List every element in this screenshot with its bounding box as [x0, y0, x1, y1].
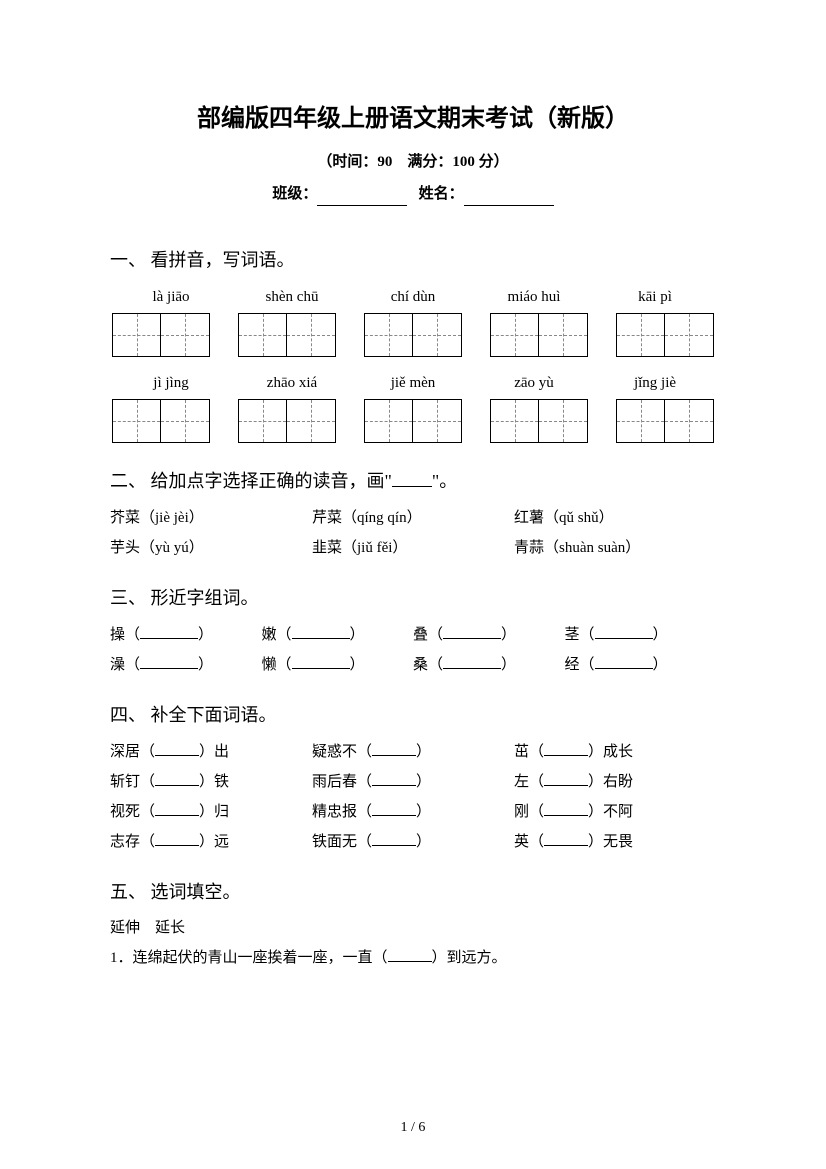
- page-number: 1 / 6: [0, 1117, 826, 1139]
- q4-item: 斩钉（）铁: [110, 770, 312, 794]
- student-info-line: 班级： 姓名：: [110, 182, 716, 206]
- pinyin-label: chí dùn: [364, 285, 462, 309]
- fill-blank[interactable]: [372, 742, 416, 756]
- q4-item: 刚（）不阿: [514, 800, 716, 824]
- fill-blank[interactable]: [443, 655, 501, 669]
- q3-item: 叠（）: [413, 623, 565, 647]
- q2-item: 芥菜（jiè jèi）: [110, 506, 312, 530]
- answer-box[interactable]: [490, 313, 588, 357]
- q4-item: 英（）无畏: [514, 830, 716, 854]
- fill-blank[interactable]: [372, 832, 416, 846]
- q2-item: 芋头（yù yú）: [110, 536, 312, 560]
- pinyin-label: jǐng jiè: [606, 371, 704, 395]
- q5-sentence: 1．连绵起伏的青山一座挨着一座，一直（）到远方。: [110, 946, 716, 970]
- q4-row: 志存（）远铁面无（）英（）无畏: [110, 830, 716, 854]
- q1-box-row-2: [110, 399, 716, 443]
- q4-item: 铁面无（）: [312, 830, 514, 854]
- answer-box[interactable]: [112, 399, 210, 443]
- q4-item: 疑惑不（）: [312, 740, 514, 764]
- q4-row: 深居（）出疑惑不（）茁（）成长: [110, 740, 716, 764]
- q4-row: 斩钉（）铁雨后春（）左（）右盼: [110, 770, 716, 794]
- pinyin-label: là jiāo: [122, 285, 220, 309]
- q2-row: 芥菜（jiè jèi） 芹菜（qíng qín） 红薯（qǔ shǔ）: [110, 506, 716, 530]
- fill-blank[interactable]: [292, 625, 350, 639]
- q2-heading-suffix: "。: [432, 471, 457, 491]
- fill-blank[interactable]: [544, 742, 588, 756]
- page-subtitle: （时间：90 满分：100 分）: [110, 150, 716, 174]
- q3-row: 操（） 嫩（） 叠（） 茎（）: [110, 623, 716, 647]
- q3-item: 操（）: [110, 623, 262, 647]
- q4-item: 深居（）出: [110, 740, 312, 764]
- q2-item: 韭菜（jiǔ fěi）: [312, 536, 514, 560]
- q1-heading: 一、 看拼音，写词语。: [110, 246, 716, 275]
- q2-heading-prefix: 二、 给加点字选择正确的读音，画": [110, 471, 392, 491]
- answer-box[interactable]: [364, 313, 462, 357]
- fill-blank[interactable]: [595, 655, 653, 669]
- fill-blank[interactable]: [155, 802, 199, 816]
- q4-item: 志存（）远: [110, 830, 312, 854]
- q4-item: 茁（）成长: [514, 740, 716, 764]
- fill-blank[interactable]: [155, 742, 199, 756]
- q2-row: 芋头（yù yú） 韭菜（jiǔ fěi） 青蒜（shuàn suàn）: [110, 536, 716, 560]
- q4-item: 左（）右盼: [514, 770, 716, 794]
- class-label: 班级：: [272, 186, 317, 202]
- pinyin-label: kāi pì: [606, 285, 704, 309]
- q3-item: 桑（）: [413, 653, 565, 677]
- q3-item: 茎（）: [565, 623, 717, 647]
- q4-heading: 四、 补全下面词语。: [110, 701, 716, 730]
- answer-box[interactable]: [616, 313, 714, 357]
- q4-row: 视死（）归精忠报（）刚（）不阿: [110, 800, 716, 824]
- pinyin-label: shèn chū: [243, 285, 341, 309]
- q1-pinyin-row-1: là jiāo shèn chū chí dùn miáo huì kāi pì: [110, 285, 716, 309]
- q4-item: 雨后春（）: [312, 770, 514, 794]
- answer-box[interactable]: [238, 313, 336, 357]
- answer-box[interactable]: [364, 399, 462, 443]
- q3-heading: 三、 形近字组词。: [110, 584, 716, 613]
- pinyin-label: jiě mèn: [364, 371, 462, 395]
- fill-blank[interactable]: [372, 772, 416, 786]
- fill-blank[interactable]: [544, 802, 588, 816]
- fill-blank[interactable]: [140, 625, 198, 639]
- answer-box[interactable]: [490, 399, 588, 443]
- answer-box[interactable]: [616, 399, 714, 443]
- q2-heading-blank: [392, 486, 432, 487]
- q3-item: 经（）: [565, 653, 717, 677]
- fill-blank[interactable]: [544, 772, 588, 786]
- fill-blank[interactable]: [155, 832, 199, 846]
- q2-item: 芹菜（qíng qín）: [312, 506, 514, 530]
- q5-word-choices: 延伸 延长: [110, 916, 716, 940]
- pinyin-label: zhāo xiá: [243, 371, 341, 395]
- class-blank[interactable]: [317, 205, 407, 206]
- q4-item: 精忠报（）: [312, 800, 514, 824]
- q3-row: 澡（） 懒（） 桑（） 经（）: [110, 653, 716, 677]
- pinyin-label: zāo yù: [485, 371, 583, 395]
- fill-blank[interactable]: [595, 625, 653, 639]
- pinyin-label: miáo huì: [485, 285, 583, 309]
- name-label: 姓名：: [419, 186, 464, 202]
- q3-item: 澡（）: [110, 653, 262, 677]
- fill-blank[interactable]: [292, 655, 350, 669]
- q2-item: 红薯（qǔ shǔ）: [514, 506, 716, 530]
- fill-blank[interactable]: [443, 625, 501, 639]
- name-blank[interactable]: [464, 205, 554, 206]
- fill-blank[interactable]: [140, 655, 198, 669]
- page-title: 部编版四年级上册语文期末考试（新版）: [110, 100, 716, 138]
- fill-blank[interactable]: [388, 948, 432, 962]
- fill-blank[interactable]: [155, 772, 199, 786]
- answer-box[interactable]: [238, 399, 336, 443]
- q3-item: 嫩（）: [262, 623, 414, 647]
- answer-box[interactable]: [112, 313, 210, 357]
- q5-heading: 五、 选词填空。: [110, 878, 716, 907]
- pinyin-label: jì jìng: [122, 371, 220, 395]
- q1-pinyin-row-2: jì jìng zhāo xiá jiě mèn zāo yù jǐng jiè: [110, 371, 716, 395]
- q3-item: 懒（）: [262, 653, 414, 677]
- fill-blank[interactable]: [372, 802, 416, 816]
- q1-box-row-1: [110, 313, 716, 357]
- q2-heading: 二、 给加点字选择正确的读音，画" "。: [110, 467, 716, 496]
- fill-blank[interactable]: [544, 832, 588, 846]
- q4-item: 视死（）归: [110, 800, 312, 824]
- q2-item: 青蒜（shuàn suàn）: [514, 536, 716, 560]
